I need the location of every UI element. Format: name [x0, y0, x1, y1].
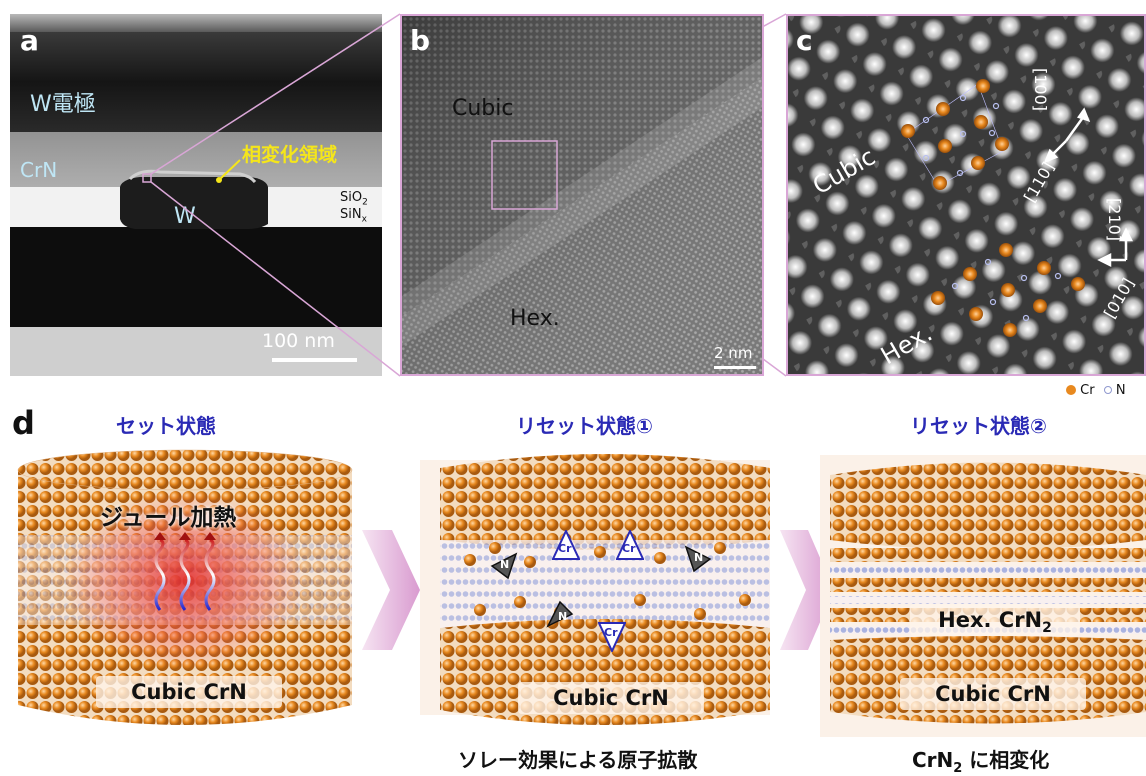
- w-electrode-label: W電極: [30, 92, 96, 117]
- panel-c-stem-graphic: [788, 16, 1144, 374]
- reset-state-1-structure: [420, 454, 770, 725]
- reset-state-2-title: リセット状態②: [910, 414, 1047, 438]
- cubic-crn-label-set: Cubic CrN: [96, 676, 282, 708]
- panel-b-hrtem-image: b Cubic Hex. 2 nm: [400, 14, 764, 376]
- joule-heating-label: ジュール加熱: [100, 505, 237, 531]
- cr-arrow-2: Cr: [616, 530, 644, 560]
- soret-diffusion-caption: ソレー効果による原子拡散: [458, 748, 698, 772]
- phase-change-crn: CrN: [912, 748, 954, 772]
- panel-b-label: b: [410, 24, 431, 57]
- scale-bar-b: [714, 366, 756, 369]
- hex-crn2-label: Hex. CrN2: [910, 604, 1080, 636]
- cr-legend-icon: [1066, 385, 1076, 395]
- set-state-title: セット状態: [116, 414, 216, 438]
- panel-a-label: a: [20, 24, 39, 57]
- n-legend-icon: [1103, 386, 1112, 394]
- cubic-unit-cell: [905, 83, 1004, 187]
- cubic-cr-atoms: [901, 79, 1009, 190]
- cr-arrow-1: Cr: [552, 530, 580, 560]
- hex-n-atoms: [951, 258, 1062, 322]
- cr-arrow-3: Cr: [598, 622, 626, 652]
- atom-legend: Cr N: [1066, 383, 1126, 398]
- set-state-cylinder: [17, 449, 353, 725]
- panel-c-label: c: [796, 24, 813, 57]
- heat-arrows: [154, 538, 216, 611]
- hex-crn2-text: Hex. CrN: [938, 608, 1043, 632]
- scale-bar-label-b: 2 nm: [714, 344, 753, 362]
- phase-change-caption: CrN2 に相変化: [912, 744, 1049, 776]
- hex-label-b: Hex.: [510, 306, 560, 331]
- cr-arrow-2-label: Cr: [622, 542, 636, 555]
- n-arrow-2-label: N: [694, 551, 704, 564]
- cubic-n-atoms: [922, 94, 1000, 177]
- n-arrow-3: N: [546, 600, 574, 628]
- cubic-label-b: Cubic: [452, 96, 514, 121]
- cubic-crn-label-reset1: Cubic CrN: [518, 682, 704, 714]
- cubic-crn-label-reset2: Cubic CrN: [900, 678, 1086, 710]
- direction-axes-cubic: [1043, 107, 1091, 164]
- panel-b-hrtem-graphic: [402, 16, 762, 374]
- n-arrow-1: N: [490, 552, 518, 580]
- n-arrow-2: N: [684, 545, 712, 573]
- cr-arrow-3-label: Cr: [604, 626, 618, 639]
- cr-arrow-1-label: Cr: [558, 542, 572, 555]
- n-legend-label: N: [1115, 383, 1126, 398]
- direction-axes-hex: [1097, 227, 1134, 268]
- hex-crn2-subscript: 2: [1042, 620, 1052, 637]
- cr-legend-label: Cr: [1080, 383, 1095, 398]
- reset-state-2-structure: [820, 455, 1146, 737]
- n-arrow-3-label: N: [558, 610, 568, 623]
- scattered-cr-atoms: [464, 542, 751, 620]
- panel-d-label: d: [12, 404, 35, 442]
- reset-state-1-title: リセット状態①: [516, 414, 653, 438]
- phase-change-subscript: 2: [953, 761, 963, 776]
- crn-label: CrN: [20, 158, 58, 182]
- panel-c-stem-image: c Cubic Hex. [100] [110] [210] [010]: [786, 14, 1146, 376]
- phase-change-suffix: に相変化: [962, 748, 1050, 772]
- step-chevron-1: [362, 530, 420, 650]
- hex-cr-atoms: [931, 243, 1085, 337]
- n-arrow-1-label: N: [500, 558, 510, 571]
